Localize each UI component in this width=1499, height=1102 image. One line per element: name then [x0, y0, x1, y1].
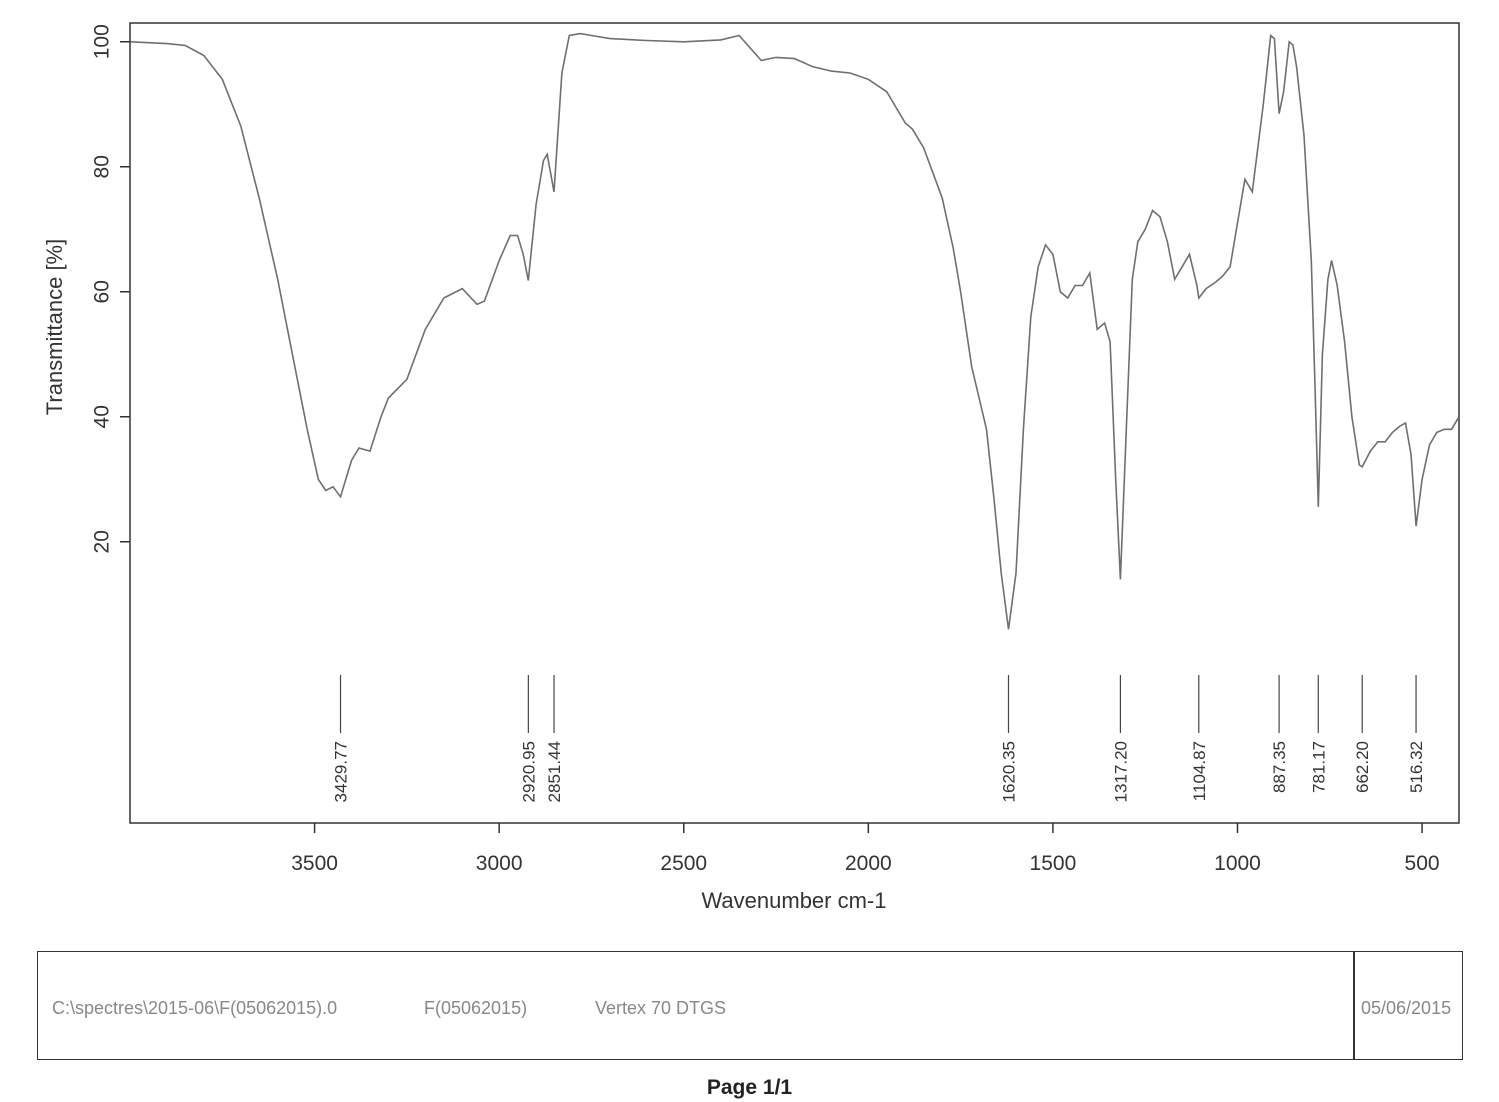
x-axis-title: Wavenumber cm-1: [701, 888, 886, 913]
y-tick-label: 20: [91, 530, 114, 553]
y-tick-label: 100: [91, 24, 114, 59]
x-axis: 3500 3000 2500 2000 1500 1000 500: [291, 823, 1440, 875]
peak-label: 662.20: [1353, 741, 1372, 793]
y-axis: 20 40 60 80 100: [91, 24, 130, 553]
peak-markers: 3429.77 2920.95 2851.44 1620.35 1317.20 1104.…: [332, 675, 1426, 802]
x-tick-label: 1000: [1214, 852, 1261, 875]
peak-label: 2920.95: [519, 741, 538, 802]
x-tick-label: 500: [1405, 852, 1440, 875]
page-number: Page 1/1: [706, 1076, 793, 1099]
x-tick-label: 3500: [291, 852, 338, 875]
measurement-date: 05/06/2015: [1361, 998, 1452, 1018]
x-tick-label: 3000: [476, 852, 523, 875]
peak-label: 3429.77: [332, 741, 351, 802]
spectrum-line: [130, 32, 1460, 630]
x-tick-label: 1500: [1030, 852, 1077, 875]
footer-divider: [1353, 952, 1355, 1059]
plot-frame: [129, 22, 1460, 824]
file-path: C:\spectres\2015-06\F(05062015).0: [52, 998, 338, 1018]
x-tick-label: 2500: [660, 852, 707, 875]
x-tick-label: 2000: [845, 852, 892, 875]
peak-label: 516.32: [1407, 741, 1426, 793]
peak-label: 1104.87: [1190, 741, 1209, 801]
instrument-name: Vertex 70 DTGS: [595, 998, 727, 1018]
peak-label: 1317.20: [1111, 741, 1130, 802]
peak-label: 781.17: [1309, 741, 1328, 793]
peak-label: 887.35: [1270, 741, 1289, 793]
peak-label: 2851.44: [545, 741, 564, 802]
y-tick-label: 40: [91, 405, 114, 428]
peak-label: 1620.35: [999, 741, 1018, 802]
y-axis-title: Transmittance [%]: [42, 239, 67, 415]
sample-name: F(05062015): [424, 998, 528, 1018]
y-tick-label: 60: [91, 280, 114, 303]
ir-spectrum-chart: 3500 3000 2500 2000 1500 1000 500 20406080100 …: [42, 22, 1460, 913]
y-tick-label: 80: [91, 155, 114, 178]
spectrum-info-box: C:\spectres\2015-06\F(05062015).0 F(0506…: [37, 951, 1463, 1060]
